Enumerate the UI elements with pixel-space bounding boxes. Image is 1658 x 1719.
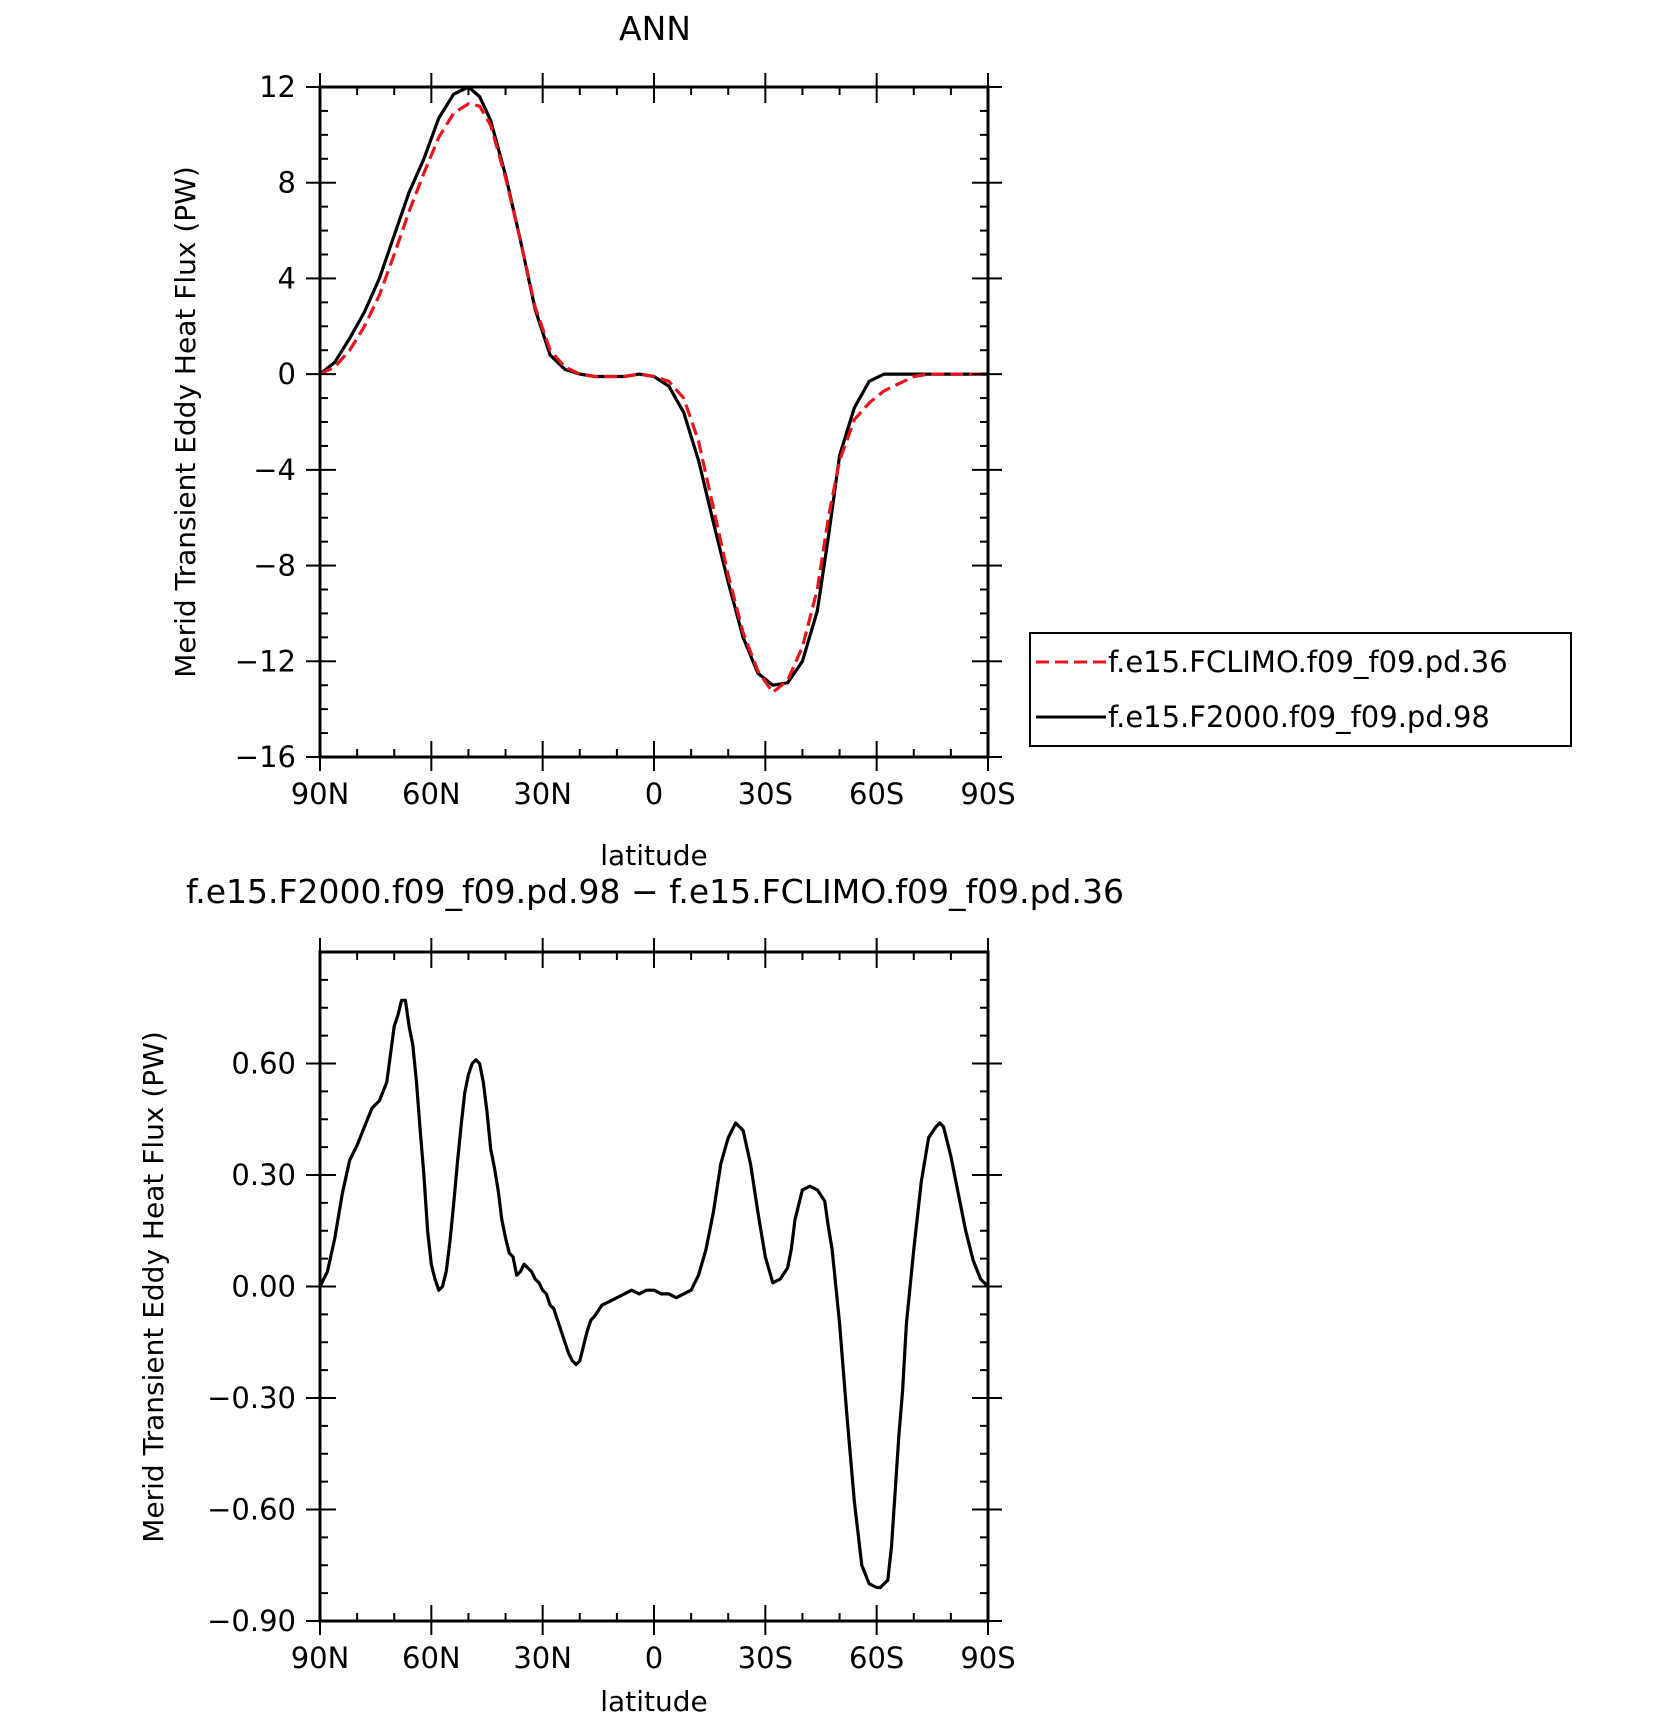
y-tick-label: 0.30 [231, 1158, 296, 1192]
top-chart-ticks: 90N 60N 30N 0 30S 60S 90S 12 8 4 0 −4 −8 −12 −16 [235, 70, 1016, 811]
top-chart-frame [318, 85, 990, 759]
y-tick-label: −0.60 [207, 1493, 296, 1527]
x-tick-label: 30N [513, 1641, 572, 1675]
series-line-1 [318, 998, 990, 1590]
y-tick-label: −8 [253, 549, 296, 583]
bottom-chart-ticks: 90N 60N 30N 0 30S 60S 90S 0.60 0.30 0.00 −0.30 −0.6… [207, 938, 1016, 1675]
bottom-chart-ylabel: Merid Transient Eddy Heat Flux (PW) [137, 1031, 170, 1543]
y-tick-label: 0 [278, 357, 296, 391]
x-tick-label: 90N [291, 1641, 350, 1675]
y-tick-label: 0.00 [231, 1270, 296, 1304]
legend-label-f2000: f.e15.F2000.f09_f09.pd.98 [1108, 700, 1490, 734]
x-tick-label: 60N [402, 777, 461, 811]
y-tick-label: −12 [235, 644, 296, 678]
top-chart-title: ANN [619, 9, 691, 48]
bottom-chart-title: f.e15.F2000.f09_f09.pd.98 − f.e15.FCLIMO… [186, 872, 1124, 911]
series-line-2 [318, 85, 988, 687]
x-tick-label: 30S [738, 1641, 793, 1675]
top-chart-xlabel: latitude [600, 839, 707, 872]
x-tick-label: 60S [849, 777, 904, 811]
x-tick-label: 0 [645, 1641, 663, 1675]
x-tick-label: 30N [513, 777, 572, 811]
top-chart-ylabel: Merid Transient Eddy Heat Flux (PW) [169, 166, 202, 678]
x-tick-label: 90N [291, 777, 350, 811]
legend-label-fclimo: f.e15.FCLIMO.f09_f09.pd.36 [1108, 645, 1508, 679]
x-tick-label: 60N [402, 1641, 461, 1675]
legend-box [1029, 632, 1572, 747]
top-chart-panel: ANN 90N 60N 30N 0 30S 60S 90S 12 8 4 0 −4 −8 −12 −16 l… [169, 9, 1572, 872]
x-tick-label: 60S [849, 1641, 904, 1675]
legend: f.e15.FCLIMO.f09_f09.pd.36 f.e15.F2000.f… [1029, 632, 1572, 747]
x-tick-label: 0 [645, 777, 663, 811]
y-tick-label: −16 [235, 740, 296, 774]
series-line-1 [319, 102, 988, 694]
y-tick-label: 0.60 [231, 1047, 296, 1081]
x-tick-label: 90S [960, 1641, 1015, 1675]
y-tick-label: −0.90 [207, 1604, 296, 1638]
top-chart-marks [318, 85, 988, 694]
bottom-chart-frame [318, 950, 990, 1623]
x-tick-label: 90S [960, 777, 1015, 811]
y-tick-label: 12 [259, 70, 296, 104]
bottom-chart-marks [318, 998, 990, 1590]
y-tick-label: 8 [278, 166, 296, 200]
y-tick-label: −0.30 [207, 1381, 296, 1415]
y-tick-label: −4 [253, 453, 296, 487]
y-tick-label: 4 [278, 261, 296, 295]
x-tick-label: 30S [738, 777, 793, 811]
bottom-chart-xlabel: latitude [600, 1685, 707, 1718]
bottom-chart-panel: f.e15.F2000.f09_f09.pd.98 − f.e15.FCLIMO… [137, 872, 1124, 1718]
